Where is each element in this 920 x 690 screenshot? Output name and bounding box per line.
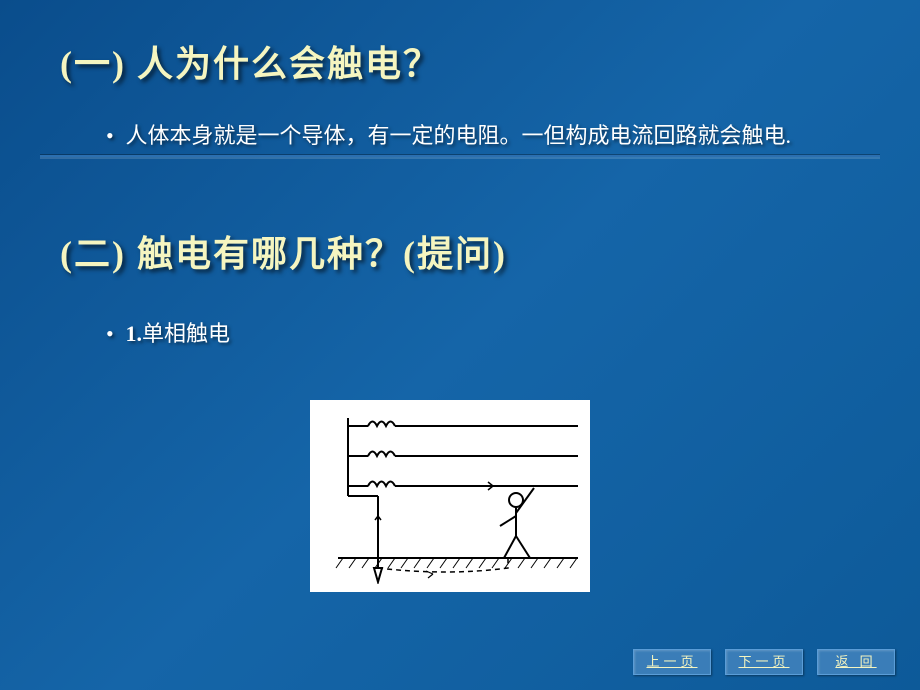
bullet-dot: • xyxy=(106,112,120,160)
diagram-single-phase-shock xyxy=(310,400,590,592)
heading-section-2: (二) 触电有哪几种？(提问) xyxy=(60,225,507,277)
bullet-text-1: 人体本身就是一个导体，有一定的电阻。一但构成电流回路就会触电. xyxy=(126,123,792,148)
next-page-button[interactable]: 下一页 xyxy=(725,649,803,675)
bullet-dot: • xyxy=(106,310,120,358)
nav-bar: 上一页 下一页 返 回 xyxy=(633,649,895,675)
bullet-text-2: 单相触电 xyxy=(142,321,230,346)
back-button[interactable]: 返 回 xyxy=(817,649,895,675)
bullet-num: 1. xyxy=(126,321,143,346)
prev-page-button[interactable]: 上一页 xyxy=(633,649,711,675)
bullet-why-shock: • 人体本身就是一个导体，有一定的电阻。一但构成电流回路就会触电. xyxy=(110,112,840,160)
shock-diagram-svg xyxy=(318,408,582,584)
heading-section-1: (一) 人为什么会触电？ xyxy=(60,35,441,87)
bullet-type-1: • 1.单相触电 xyxy=(110,310,840,358)
